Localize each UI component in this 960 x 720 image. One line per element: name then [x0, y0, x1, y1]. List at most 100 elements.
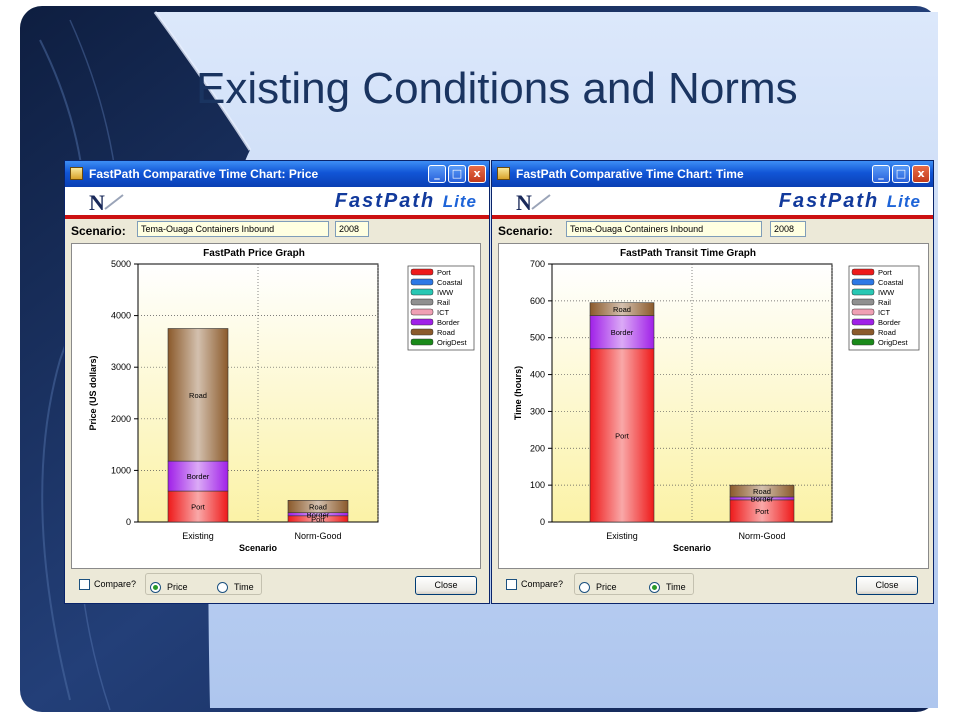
time-chart-panel: FastPath Transit Time Graph 0 100 200 300 400…: [498, 243, 929, 569]
chart-title: FastPath Transit Time Graph: [620, 248, 756, 259]
legend-label: Road: [878, 328, 896, 337]
compare-checkbox[interactable]: [79, 579, 90, 590]
app-icon: [70, 167, 83, 180]
time-radio-label: Time: [234, 582, 254, 592]
y-tick-label: 5000: [111, 259, 131, 269]
legend-label: Border: [437, 318, 460, 327]
legend-swatch: [851, 288, 875, 296]
bar-label: Border: [751, 494, 774, 503]
logo-icon: N: [89, 190, 105, 215]
bar-segment-port: [589, 348, 655, 523]
bar-label: Port: [755, 507, 770, 516]
y-tick-label: 400: [530, 370, 545, 380]
legend-label: ICT: [878, 308, 891, 317]
bar-label: Port: [311, 515, 326, 524]
scenario-field[interactable]: Tema-Ouaga Containers Inbound: [566, 221, 762, 237]
year-field[interactable]: 2008: [335, 221, 369, 237]
maximize-button[interactable]: □: [892, 165, 910, 183]
window-title: FastPath Comparative Time Chart: Time: [516, 167, 744, 181]
y-tick-label: 600: [530, 296, 545, 306]
y-tick-label: 0: [126, 517, 131, 527]
brand-logo: FastPath Lite: [335, 190, 477, 213]
brand-suffix: Lite: [442, 192, 477, 211]
brand-name: FastPath: [334, 190, 436, 212]
bar-segment-road: [589, 302, 655, 316]
legend-label: Rail: [878, 298, 891, 307]
maximize-button[interactable]: □: [448, 165, 466, 183]
legend-swatch: [410, 308, 434, 316]
legend-label: Port: [437, 268, 452, 277]
close-button[interactable]: Close: [856, 576, 918, 595]
price-chart-window: FastPath Comparative Time Chart: Price _…: [64, 160, 490, 604]
y-tick-label: 100: [530, 480, 545, 490]
brand-logo: FastPath Lite: [779, 190, 921, 213]
bar-label: Border: [187, 472, 210, 481]
bar-segment-road: [729, 484, 795, 498]
year-field[interactable]: 2008: [770, 221, 806, 237]
window-titlebar[interactable]: FastPath Comparative Time Chart: Price _…: [65, 161, 489, 188]
legend-swatch: [851, 308, 875, 316]
y-tick-label: 300: [530, 406, 545, 416]
compare-label: Compare?: [521, 579, 564, 589]
legend-label: Rail: [437, 298, 450, 307]
y-tick-label: 4000: [111, 311, 131, 321]
app-banner: N FastPath Lite: [65, 187, 489, 219]
price-radio[interactable]: [579, 582, 590, 593]
y-axis-label: Time (hours): [513, 366, 523, 420]
x-tick-label: Existing: [182, 531, 214, 541]
close-window-button[interactable]: x: [912, 165, 930, 183]
price-radio[interactable]: [150, 582, 161, 593]
window-titlebar[interactable]: FastPath Comparative Time Chart: Time _ …: [492, 161, 933, 188]
legend-swatch: [410, 338, 434, 346]
y-tick-label: 200: [530, 443, 545, 453]
bar-label: Port: [191, 503, 206, 512]
x-tick-label: Norm-Good: [738, 531, 785, 541]
logo-swoosh-icon: [104, 194, 124, 210]
time-radio[interactable]: [217, 582, 228, 593]
window-title: FastPath Comparative Time Chart: Price: [89, 167, 319, 181]
x-axis-label: Scenario: [673, 543, 712, 553]
bar-label: Border: [611, 328, 634, 337]
slide-title: Existing Conditions and Norms: [196, 64, 798, 113]
legend-label: IWW: [437, 288, 454, 297]
price-chart-panel: FastPath Price Graph 0 1000 2000 3000 4000 500…: [71, 243, 481, 569]
bar-segment-road: [287, 500, 349, 514]
close-button[interactable]: Close: [415, 576, 477, 595]
close-window-button[interactable]: x: [468, 165, 486, 183]
mode-radio-group: Price Time: [145, 573, 262, 595]
legend-swatch: [410, 278, 434, 286]
price-radio-label: Price: [167, 582, 188, 592]
y-tick-label: 0: [540, 517, 545, 527]
bar-label: Road: [613, 305, 631, 314]
x-tick-label: Existing: [606, 531, 638, 541]
legend-label: Coastal: [437, 278, 463, 287]
legend-swatch: [410, 298, 434, 306]
x-axis-label: Scenario: [239, 543, 278, 553]
y-tick-label: 700: [530, 259, 545, 269]
minimize-button[interactable]: _: [872, 165, 890, 183]
y-tick-label: 1000: [111, 465, 131, 475]
brand-name: FastPath: [778, 190, 880, 212]
legend-swatch: [851, 298, 875, 306]
compare-checkbox[interactable]: [506, 579, 517, 590]
legend-label: Road: [437, 328, 455, 337]
minimize-button[interactable]: _: [428, 165, 446, 183]
legend-label: Coastal: [878, 278, 904, 287]
price-chart: FastPath Price Graph 0 1000 2000 3000 4000 500…: [88, 248, 475, 553]
bar-segment-road: [167, 328, 229, 462]
legend-swatch: [410, 268, 434, 276]
bar-label: Road: [753, 487, 771, 496]
bar-segment-port: [167, 490, 229, 523]
bar-label: Border: [307, 510, 330, 519]
bar-segment-border: [167, 460, 229, 492]
legend-label: Port: [878, 268, 893, 277]
scenario-label: Scenario:: [498, 224, 553, 238]
scenario-field[interactable]: Tema-Ouaga Containers Inbound: [137, 221, 329, 237]
time-radio[interactable]: [649, 582, 660, 593]
logo-swoosh-icon: [531, 194, 551, 210]
legend-label: Border: [878, 318, 901, 327]
x-tick-label: Norm-Good: [294, 531, 341, 541]
logo-icon: N: [516, 190, 532, 215]
chart-title: FastPath Price Graph: [203, 248, 305, 259]
